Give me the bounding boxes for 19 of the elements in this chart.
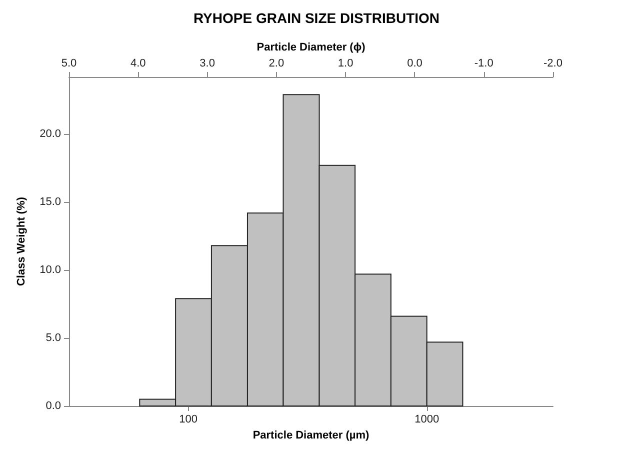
x-tick-label: 100 <box>179 414 198 426</box>
chart-title: RYHOPE GRAIN SIZE DISTRIBUTION <box>193 10 440 26</box>
x2-tick-label: 4.0 <box>130 58 146 70</box>
x2-tick-label: 1.0 <box>338 58 354 70</box>
x2-tick-label: 5.0 <box>61 58 77 70</box>
y-tick-label: 20.0 <box>40 128 61 140</box>
x2-tick-label: 3.0 <box>200 58 215 70</box>
y-tick-label: 15.0 <box>40 196 61 208</box>
y-tick-label: 0.0 <box>46 400 61 412</box>
x2-tick-label: -1.0 <box>474 58 494 70</box>
x-tick-label: 1000 <box>414 414 440 426</box>
x2-tick-label: 2.0 <box>268 58 284 70</box>
x2-tick-label: 0.0 <box>407 58 422 70</box>
x2-tick-label: -2.0 <box>544 58 562 70</box>
y-tick-label: 5.0 <box>46 332 61 344</box>
x-axis-title: Particle Diameter (µm) <box>252 430 370 442</box>
y-axis-title: Class Weight (%) <box>16 196 28 286</box>
x2-axis-title: Particle Diameter (ϕ) <box>256 42 366 54</box>
y-tick-label: 10.0 <box>40 264 61 276</box>
